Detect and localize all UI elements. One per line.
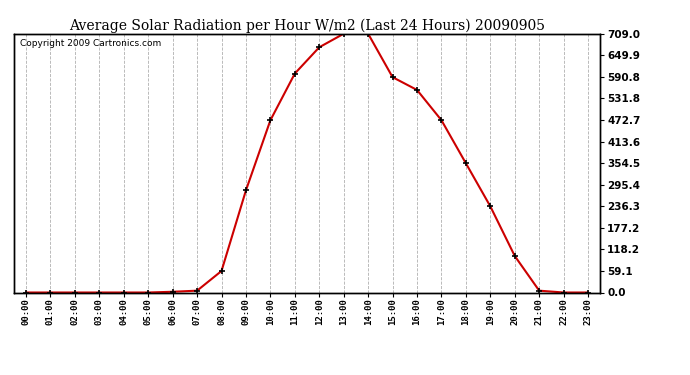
Text: Copyright 2009 Cartronics.com: Copyright 2009 Cartronics.com [19,39,161,48]
Title: Average Solar Radiation per Hour W/m2 (Last 24 Hours) 20090905: Average Solar Radiation per Hour W/m2 (L… [69,18,545,33]
